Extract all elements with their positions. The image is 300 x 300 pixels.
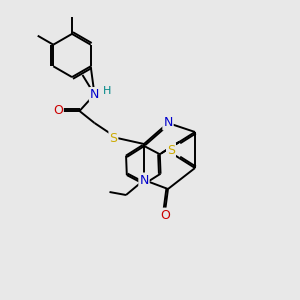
Text: S: S — [167, 143, 175, 157]
Text: N: N — [139, 173, 149, 187]
Text: N: N — [90, 88, 99, 101]
Text: O: O — [53, 104, 63, 118]
Text: N: N — [163, 116, 173, 130]
Text: H: H — [103, 86, 111, 96]
Text: S: S — [110, 131, 117, 145]
Text: O: O — [160, 208, 170, 222]
